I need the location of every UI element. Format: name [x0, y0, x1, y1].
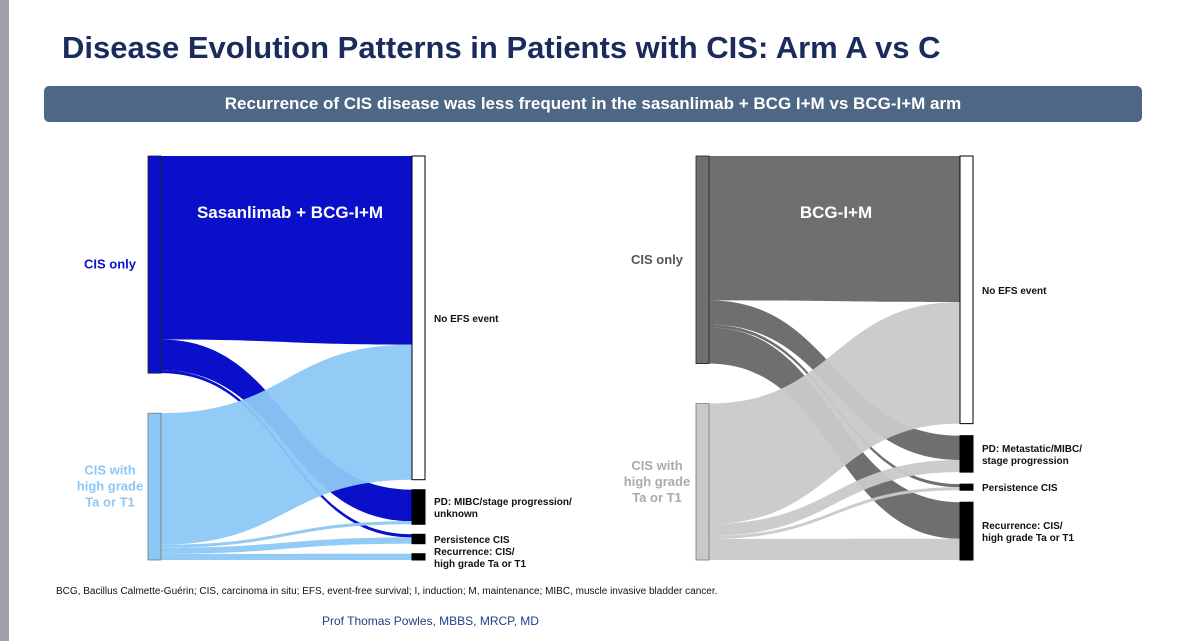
flow-1-1-1 — [709, 459, 960, 536]
slide-edge-strip — [0, 0, 9, 641]
target-label-0-0: No EFS event — [434, 314, 499, 325]
target-label-0-2: Persistence CIS — [434, 535, 510, 546]
chart-title-0: Sasanlimab + BCG-I+M — [197, 203, 383, 222]
target-label-0-3: Recurrence: CIS/high grade Ta or T1 — [434, 547, 526, 570]
source-node-0-1 — [147, 412, 162, 561]
target-label-1-0: No EFS event — [982, 286, 1047, 297]
source-label-0-0: CIS only — [84, 257, 137, 272]
target-label-1-3: Recurrence: CIS/high grade Ta or T1 — [982, 521, 1074, 544]
target-node-1-3 — [959, 501, 974, 561]
target-node-0-2 — [411, 533, 426, 545]
target-node-0-3 — [411, 553, 426, 561]
source-label-1-1: CIS with high grade Ta or T1 — [624, 458, 690, 505]
abbreviations-footnote: BCG, Bacillus Calmette-Guérin; CIS, carc… — [56, 586, 718, 597]
presenter-credit: Prof Thomas Powles, MBBS, MRCP, MD — [322, 614, 539, 628]
target-label-0-1: PD: MIBC/stage progression/unknown — [434, 497, 572, 520]
target-node-0-0 — [411, 155, 426, 481]
flow-0-1-1 — [161, 521, 412, 548]
flow-1-1-2 — [709, 487, 960, 539]
source-label-0-1: CIS with high grade Ta or T1 — [77, 463, 143, 510]
flow-1-0-0 — [709, 156, 960, 302]
target-node-0-1 — [411, 489, 426, 525]
source-node-1-1 — [695, 403, 710, 561]
slide-title: Disease Evolution Patterns in Patients w… — [62, 30, 941, 65]
flow-0-0-0 — [161, 156, 412, 345]
key-finding-banner: Recurrence of CIS disease was less frequ… — [44, 86, 1142, 122]
chart-title-1: BCG-I+M — [800, 203, 872, 222]
flow-1-1-0 — [709, 301, 960, 524]
flow-0-1-0 — [161, 344, 412, 545]
target-node-1-0 — [959, 155, 974, 425]
flow-0-1-2 — [161, 537, 412, 554]
source-label-1-0: CIS only — [631, 252, 684, 267]
flow-0-1-3 — [161, 553, 412, 560]
source-node-0-0 — [147, 155, 162, 374]
target-label-1-1: PD: Metastatic/MIBC/stage progression — [982, 444, 1082, 467]
source-node-1-0 — [695, 155, 710, 364]
target-node-1-2 — [959, 483, 974, 491]
target-node-1-1 — [959, 435, 974, 473]
target-label-1-2: Persistence CIS — [982, 483, 1058, 494]
flow-1-1-3 — [709, 538, 960, 560]
